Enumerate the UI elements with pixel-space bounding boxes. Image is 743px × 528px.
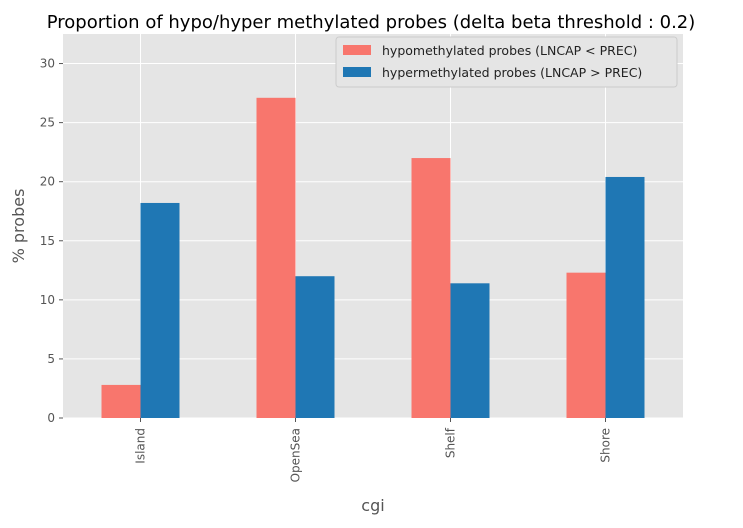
legend-label: hypomethylated probes (LNCAP < PREC) (382, 43, 637, 58)
legend-box (335, 36, 678, 88)
bars (101, 97, 645, 419)
bar-hypo-shore (566, 272, 606, 418)
bar-hypo-shelf (411, 158, 451, 419)
legend-label: hypermethylated probes (LNCAP > PREC) (382, 65, 642, 80)
x-axis: Island OpenSea Shelf Shore (134, 418, 613, 482)
chart-title: Proportion of hypo/hyper methylated prob… (47, 12, 696, 33)
y-tick-label: 10 (40, 293, 55, 307)
bar-hyper-island (140, 202, 180, 418)
legend: hypomethylated probes (LNCAP < PREC) hype… (335, 36, 678, 88)
y-tick-label: 0 (47, 411, 55, 425)
bar-hyper-opensea (295, 276, 335, 418)
y-axis-label: % probes (9, 189, 28, 264)
y-tick-label: 15 (40, 234, 55, 248)
y-tick-label: 25 (40, 116, 55, 130)
bar-hypo-opensea (256, 97, 296, 419)
x-tick-label: Island (134, 428, 148, 464)
y-tick-label: 20 (40, 175, 55, 189)
x-axis-label: cgi (361, 496, 384, 515)
legend-swatch (343, 67, 371, 77)
x-tick-label: OpenSea (289, 428, 303, 482)
y-axis: 0 5 10 15 20 25 30 (40, 57, 63, 425)
bar-hypo-island (101, 384, 141, 418)
x-tick-label: Shelf (444, 427, 458, 458)
bar-hyper-shelf (450, 283, 490, 418)
bar-hyper-shore (605, 176, 645, 418)
y-tick-label: 5 (47, 352, 55, 366)
x-tick-label: Shore (599, 428, 613, 463)
y-tick-label: 30 (40, 57, 55, 71)
legend-swatch (343, 45, 371, 55)
